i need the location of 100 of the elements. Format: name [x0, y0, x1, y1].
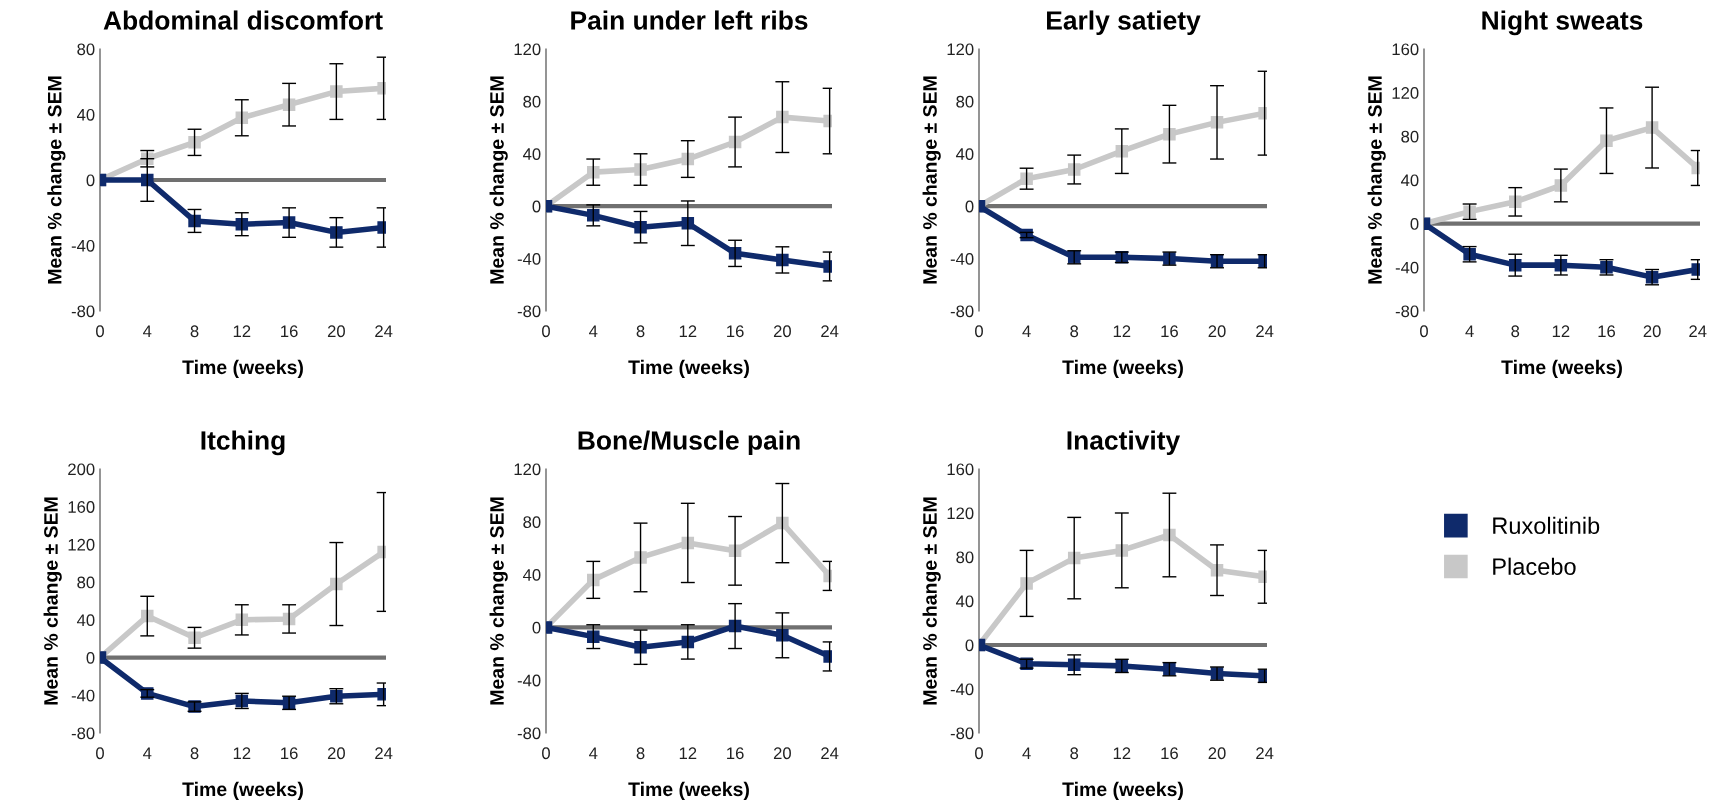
x-axis-title: Time (weeks) — [1501, 359, 1622, 378]
y-tick-label: 80 — [1401, 130, 1419, 143]
point — [634, 163, 647, 176]
legend-label: Placebo — [1493, 557, 1576, 575]
x-tick-label: 12 — [233, 747, 251, 759]
x-tick-label: 4 — [1465, 325, 1474, 337]
point — [587, 209, 600, 222]
y-axis-title: Mean % change ± SEM — [1367, 76, 1386, 284]
x-tick-label: 12 — [1552, 325, 1570, 337]
x-tick-label: 4 — [143, 747, 152, 759]
y-tick-label: -80 — [71, 305, 95, 318]
y-tick-label: 0 — [965, 200, 974, 213]
y-tick-label: 200 — [68, 463, 95, 476]
point — [330, 226, 343, 239]
point — [1163, 528, 1176, 542]
y-tick-label: 80 — [523, 516, 541, 528]
x-tick-label: 20 — [1208, 747, 1226, 760]
x-tick-label: 24 — [1256, 747, 1274, 759]
y-tick-label: 80 — [523, 95, 541, 108]
x-tick-label: 4 — [1022, 747, 1031, 759]
point — [776, 629, 789, 642]
x-tick-label: 20 — [1643, 325, 1661, 338]
x-tick-label: 24 — [375, 747, 393, 759]
y-tick-label: 160 — [68, 501, 95, 513]
point — [188, 136, 201, 149]
y-tick-label: 80 — [956, 551, 974, 564]
y-tick-label: 120 — [947, 43, 974, 56]
point — [1020, 577, 1033, 590]
chart-title: Night sweats — [1482, 10, 1643, 36]
x-axis-title: Time (weeks) — [1062, 359, 1183, 378]
x-tick-label: 20 — [773, 325, 791, 338]
y-tick-label: 40 — [1400, 174, 1419, 187]
point — [776, 253, 789, 267]
y-tick-label: 120 — [1392, 87, 1419, 99]
x-tick-label: 0 — [1420, 325, 1428, 338]
x-tick-label: 0 — [542, 747, 550, 760]
y-tick-label: -40 — [71, 239, 95, 252]
y-tick-label: 160 — [947, 463, 974, 476]
y-tick-label: 40 — [955, 595, 974, 608]
x-tick-label: 24 — [1256, 325, 1274, 337]
point — [587, 165, 600, 179]
chart-title: Pain under left ribs — [571, 10, 808, 30]
y-tick-label: 0 — [1410, 218, 1419, 230]
y-tick-label: -40 — [950, 683, 974, 696]
y-tick-label: -40 — [1395, 261, 1419, 274]
x-tick-label: 20 — [327, 747, 345, 760]
y-axis-title: Mean % change ± SEM — [47, 76, 66, 284]
y-tick-label: -40 — [517, 674, 541, 687]
y-tick-label: -80 — [1395, 305, 1419, 318]
y-tick-label: -80 — [950, 305, 974, 318]
x-tick-label: 20 — [327, 325, 345, 338]
x-axis-title: Time (weeks) — [1062, 781, 1183, 800]
point — [330, 577, 343, 591]
y-tick-label: 160 — [1392, 43, 1419, 56]
y-tick-label: 40 — [522, 148, 541, 160]
x-tick-label: 8 — [1511, 325, 1520, 338]
x-tick-label: 0 — [975, 747, 983, 760]
y-tick-label: 0 — [532, 621, 541, 634]
y-axis-title: Mean % change ± SEM — [922, 76, 941, 284]
x-axis-title: Time (weeks) — [628, 359, 749, 378]
y-tick-label: -80 — [517, 305, 541, 318]
x-tick-label: 0 — [542, 325, 550, 338]
y-tick-label: 120 — [947, 507, 974, 520]
x-tick-label: 4 — [589, 747, 598, 759]
x-axis-title: Time (weeks) — [182, 359, 303, 378]
y-tick-label: 80 — [77, 43, 95, 56]
legend-label: Ruxolitinib — [1493, 516, 1600, 535]
point — [587, 630, 600, 643]
y-tick-label: 40 — [76, 614, 95, 627]
y-tick-label: 40 — [522, 569, 541, 581]
x-tick-label: 12 — [233, 325, 251, 337]
x-tick-label: 12 — [679, 325, 697, 337]
y-tick-label: 120 — [514, 43, 541, 56]
y-axis-title: Mean % change ± SEM — [922, 497, 941, 705]
x-tick-label: 16 — [1161, 747, 1178, 760]
x-axis-title: Time (weeks) — [182, 781, 303, 800]
x-tick-label: 16 — [1161, 325, 1178, 338]
point — [587, 573, 600, 587]
y-axis-title: Mean % change ± SEM — [489, 497, 508, 705]
x-tick-label: 20 — [773, 747, 791, 760]
x-tick-label: 0 — [96, 747, 104, 760]
x-tick-label: 24 — [1689, 325, 1707, 337]
y-tick-label: 80 — [956, 95, 974, 108]
y-tick-label: 0 — [86, 651, 95, 664]
x-tick-label: 8 — [636, 747, 645, 760]
point — [1067, 163, 1081, 176]
y-tick-label: 0 — [965, 639, 974, 652]
y-tick-label: -80 — [517, 727, 541, 740]
x-tick-label: 4 — [589, 325, 598, 337]
point — [1020, 172, 1033, 185]
y-tick-label: 0 — [86, 174, 95, 187]
point — [776, 110, 789, 124]
x-tick-label: 16 — [281, 747, 298, 760]
x-tick-label: 0 — [96, 325, 104, 338]
chart-title: Inactivity — [1067, 430, 1181, 456]
y-tick-label: 80 — [77, 576, 95, 589]
x-tick-label: 12 — [679, 747, 697, 759]
y-tick-label: 120 — [514, 463, 541, 476]
x-tick-label: 12 — [1113, 747, 1131, 759]
x-tick-label: 24 — [375, 325, 393, 337]
